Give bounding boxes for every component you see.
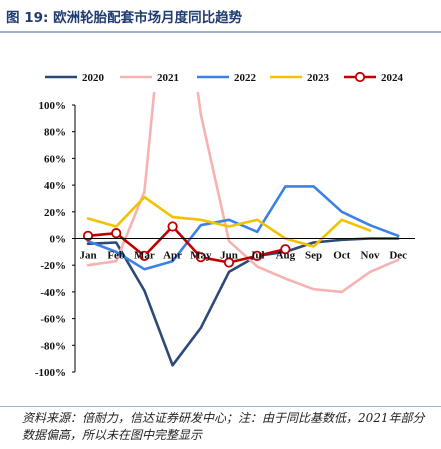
legend-item-2021: 2021 [120,72,179,84]
data-point-2024-feb [111,228,122,239]
legend-label: 2022 [234,72,257,84]
x-tick-label-sep: Sep [305,250,322,262]
data-point-2024-may [195,252,206,263]
x-tick-label-jan: Jan [79,250,96,262]
legend-label: 2023 [307,72,330,84]
legend-item-2023: 2023 [270,72,330,84]
y-tick-label: -40% [40,287,66,299]
y-tick-label: 60% [44,153,66,165]
x-tick-label-dec: Dec [389,250,407,262]
y-tick-label: -20% [40,260,66,272]
marker-layer [82,221,291,268]
data-point-2024-jan [82,230,94,241]
x-tick-label-nov: Nov [361,250,380,262]
x-axis: Jan Feb Mar Apr May Jun Jul Aug Sep Oct Nov Dec [75,238,415,262]
data-point-2024-aug [280,244,291,255]
x-tick-label-mar: Mar [134,250,155,262]
legend-item-2020: 2020 [45,72,105,84]
y-tick-label: -100% [35,367,66,379]
data-point-2024-mar [139,250,150,261]
y-tick-label: 100% [39,100,67,112]
series-line-2020 [86,237,400,367]
footer-divider [0,406,441,407]
x-tick-label-oct: Oct [333,250,350,262]
title-divider [0,31,441,33]
legend-label: 2024 [381,72,404,84]
legend-label: 2020 [82,72,105,84]
y-tick-label: 80% [44,127,66,139]
y-tick-label: 0% [50,234,67,246]
figure-title: 图 19: 欧洲轮胎配套市场月度同比趋势 [6,10,243,26]
series-layer [86,92,400,367]
chart-legend: 2020 2021 2022 2023 2024 [45,71,404,84]
y-tick-label: -60% [40,314,66,326]
legend-label: 2021 [157,72,179,84]
series-line-2023 [86,195,372,248]
x-tick-label-jun: Jun [220,250,238,262]
y-tick-label: 20% [44,207,66,219]
legend-marker [354,71,366,83]
y-axis: -100% -80% -60% -40% -20% 0% 20% 40% 60% 80% 100% [35,100,76,379]
legend-item-2024: 2024 [344,71,404,84]
x-tick-label-jul: Jul [250,250,265,262]
data-point-2024-jul [252,250,263,261]
x-tick-label-feb: Feb [107,250,125,262]
x-tick-label-apr: Apr [163,250,182,262]
series-line-2022 [86,185,400,271]
source-note: 资料来源：倍耐力，信达证券研发中心；注：由于同比基数低，2021年部分数据偏高，… [22,411,425,442]
x-tick-label-may: May [190,250,212,262]
legend-item-2022: 2022 [197,72,257,84]
x-tick-label-aug: Aug [276,250,296,262]
line-chart: 2020 2021 2022 2023 2024 -100% -80% -60% -40% -2… [35,71,415,379]
y-tick-label: 40% [44,180,66,192]
data-point-2024-jun [223,257,235,268]
data-point-2024-apr [167,221,178,232]
y-tick-label: -80% [40,340,66,352]
